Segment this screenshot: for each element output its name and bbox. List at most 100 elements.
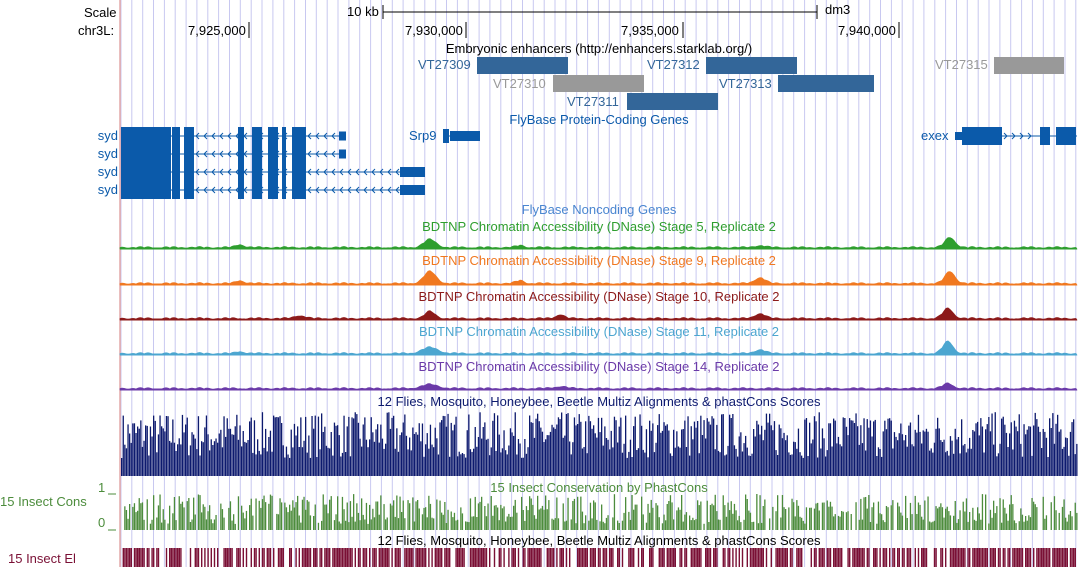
elements-track-title[interactable]: 12 Flies, Mosquito, Honeybee, Beetle Mul… bbox=[377, 533, 821, 548]
multiz-bar bbox=[261, 412, 264, 476]
conservation-bar bbox=[570, 519, 572, 530]
enhancer-label[interactable]: VT27312 bbox=[647, 57, 700, 72]
flybase-noncoding-track-title[interactable]: FlyBase Noncoding Genes bbox=[521, 202, 677, 217]
conservation-track-title[interactable]: 15 Insect Conservation by PhastCons bbox=[490, 480, 708, 495]
conserved-element bbox=[447, 548, 449, 567]
conservation-bar bbox=[364, 519, 366, 530]
multiz-bar bbox=[122, 415, 124, 476]
conservation-bar bbox=[556, 497, 558, 530]
multiz-bar bbox=[882, 431, 884, 476]
multiz-bar bbox=[612, 447, 614, 476]
conserved-element bbox=[801, 548, 803, 567]
gene-label[interactable]: syd bbox=[97, 146, 118, 161]
multiz-bar bbox=[196, 449, 198, 476]
conserved-element bbox=[973, 548, 976, 567]
conserved-element bbox=[637, 548, 640, 567]
conservation-bar bbox=[617, 520, 619, 530]
conserved-element bbox=[892, 548, 894, 567]
enhancer-label[interactable]: VT27313 bbox=[719, 76, 772, 91]
conservation-bar bbox=[346, 502, 348, 530]
conservation-bar bbox=[988, 523, 990, 530]
conserved-element bbox=[263, 548, 265, 567]
multiz-bar bbox=[273, 415, 275, 476]
conservation-bar bbox=[759, 495, 761, 530]
enhancer-label[interactable]: VT27309 bbox=[418, 57, 471, 72]
conserved-element bbox=[417, 548, 419, 567]
conserved-element bbox=[229, 548, 232, 567]
gene-label[interactable]: Srp9 bbox=[409, 128, 437, 143]
conservation-side-label[interactable]: 15 Insect Cons bbox=[0, 494, 87, 509]
multiz-bar bbox=[250, 417, 252, 476]
gene-exon bbox=[172, 181, 180, 199]
conservation-bar bbox=[138, 498, 140, 530]
flybase-coding-track-title[interactable]: FlyBase Protein-Coding Genes bbox=[509, 112, 689, 127]
conservation-bar bbox=[1034, 504, 1036, 530]
conservation-bar bbox=[1042, 496, 1044, 530]
multiz-bar bbox=[593, 425, 595, 476]
conservation-bar bbox=[386, 517, 388, 530]
conserved-element bbox=[529, 548, 531, 567]
dnase-stage11-track-title[interactable]: BDTNP Chromatin Accessibility (DNase) St… bbox=[418, 324, 780, 339]
conservation-bar bbox=[124, 506, 126, 530]
multiz-bar bbox=[909, 422, 912, 476]
conserved-element bbox=[961, 548, 963, 567]
gene-exon bbox=[443, 129, 449, 143]
conservation-bar bbox=[537, 495, 539, 530]
conservation-bar bbox=[788, 507, 790, 530]
enhancer-label[interactable]: VT27310 bbox=[493, 76, 546, 91]
conservation-bar bbox=[607, 515, 609, 530]
conservation-bar bbox=[924, 500, 926, 530]
multiz-bar bbox=[145, 425, 147, 476]
conserved-element bbox=[628, 548, 630, 567]
conserved-element bbox=[897, 548, 899, 567]
multiz-bar bbox=[711, 416, 713, 476]
multiz-bar bbox=[497, 415, 499, 476]
conserved-element bbox=[434, 548, 436, 567]
conservation-bar bbox=[380, 495, 382, 530]
enhancers-track-title[interactable]: Embryonic enhancers (http://enhancers.st… bbox=[445, 41, 753, 56]
conservation-bar bbox=[847, 511, 849, 530]
multiz-bar bbox=[431, 444, 433, 476]
conservation-bar bbox=[991, 517, 993, 530]
multiz-bar bbox=[761, 425, 763, 476]
multiz-bar bbox=[405, 435, 408, 476]
conserved-element bbox=[1039, 548, 1041, 567]
gene-exon bbox=[268, 145, 278, 163]
conservation-bar bbox=[821, 502, 824, 530]
multiz-bar bbox=[465, 457, 467, 476]
multiz-bar bbox=[881, 456, 883, 476]
multiz-bar bbox=[773, 421, 776, 476]
multiz-bar bbox=[282, 445, 284, 476]
dnase-stage9-track-title[interactable]: BDTNP Chromatin Accessibility (DNase) St… bbox=[422, 253, 776, 268]
elements-side-label[interactable]: 15 Insect El bbox=[8, 551, 76, 566]
dnase-stage14-track-title[interactable]: BDTNP Chromatin Accessibility (DNase) St… bbox=[418, 359, 780, 374]
conserved-element bbox=[170, 548, 172, 567]
conserved-element bbox=[1009, 548, 1011, 567]
multiz-bar bbox=[810, 443, 812, 476]
enhancer-label[interactable]: VT27311 bbox=[567, 94, 619, 109]
multiz-track-title[interactable]: 12 Flies, Mosquito, Honeybee, Beetle Mul… bbox=[377, 394, 821, 409]
strand-arrow bbox=[1011, 132, 1016, 140]
multiz-bar bbox=[826, 450, 828, 476]
conserved-element bbox=[308, 548, 310, 567]
conservation-bar bbox=[658, 517, 660, 530]
gene-label[interactable]: syd bbox=[97, 128, 118, 143]
multiz-bar bbox=[303, 440, 305, 476]
strand-arrow bbox=[363, 168, 368, 176]
conservation-bar bbox=[937, 508, 939, 530]
conservation-bar bbox=[866, 508, 868, 530]
dnase-stage10-track-title[interactable]: BDTNP Chromatin Accessibility (DNase) St… bbox=[418, 289, 780, 304]
enhancer-label[interactable]: VT27315 bbox=[935, 57, 988, 72]
multiz-bar bbox=[706, 418, 708, 476]
conserved-element bbox=[778, 548, 780, 567]
gene-label[interactable]: syd bbox=[97, 182, 118, 197]
gene-label[interactable]: exex bbox=[921, 128, 949, 143]
conservation-bar bbox=[140, 503, 142, 530]
multiz-bar bbox=[505, 450, 507, 476]
conservation-bar bbox=[981, 494, 984, 530]
gene-label[interactable]: syd bbox=[97, 164, 118, 179]
dnase-stage5-track-title[interactable]: BDTNP Chromatin Accessibility (DNase) St… bbox=[422, 219, 776, 234]
conserved-element bbox=[207, 548, 209, 567]
